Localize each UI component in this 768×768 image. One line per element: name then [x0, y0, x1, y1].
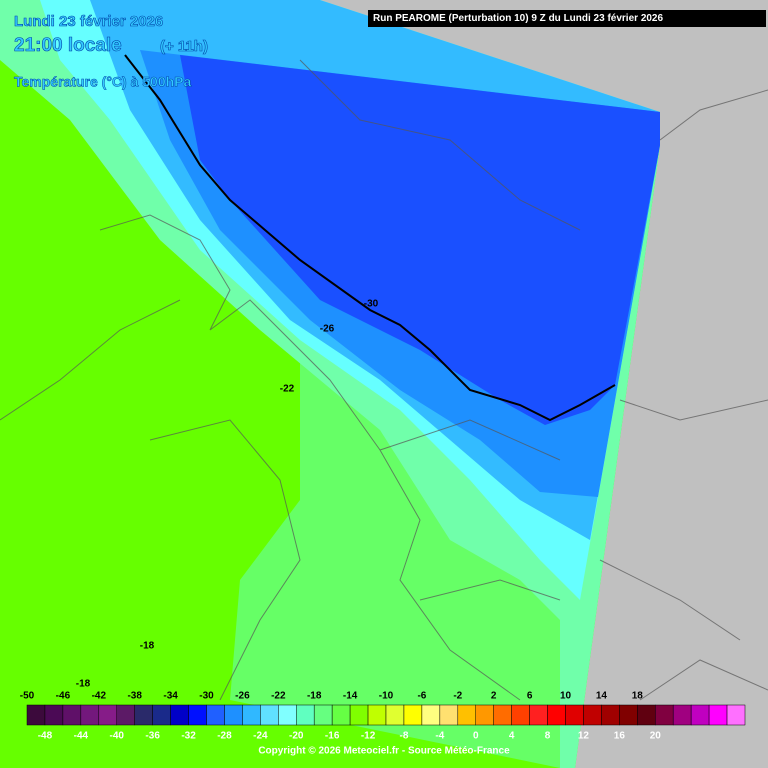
legend-label: -16 [325, 731, 340, 742]
color-swatch [134, 704, 153, 726]
legend-label: 12 [578, 731, 590, 742]
color-swatch [583, 704, 602, 726]
legend-label: -26 [235, 691, 250, 702]
legend-label: -12 [361, 731, 376, 742]
contour-label: -18 [76, 679, 91, 690]
run-info: Run PEAROME (Perturbation 10) 9 Z du Lun… [373, 13, 663, 24]
legend-label: -36 [145, 731, 160, 742]
legend-label: -30 [199, 691, 214, 702]
color-swatch [511, 704, 530, 726]
color-swatch [421, 704, 441, 726]
map-borders [0, 59, 768, 701]
color-swatch [493, 704, 512, 726]
legend-label: 0 [473, 731, 479, 742]
legend-label: -46 [56, 691, 71, 702]
color-swatch [367, 704, 387, 726]
contour-label: -22 [280, 384, 295, 395]
color-swatch [80, 704, 100, 726]
variable: Température (°C) à 500hPa [14, 74, 192, 90]
legend-label: -32 [181, 731, 196, 742]
legend-label: -4 [435, 731, 444, 742]
legend-label: -6 [417, 691, 426, 702]
legend-label: -8 [399, 731, 408, 742]
legend-label: 18 [632, 691, 644, 702]
color-swatch [313, 704, 333, 726]
legend-label: -22 [271, 691, 286, 702]
color-swatch [690, 704, 710, 726]
color-swatch [260, 704, 279, 726]
lead-time: (+ 11h) [160, 38, 208, 55]
legend-label: -40 [110, 731, 125, 742]
color-swatch [278, 704, 297, 726]
legend-label: -2 [453, 691, 462, 702]
color-swatch [439, 704, 459, 726]
color-swatch [26, 704, 46, 726]
legend-label: 14 [596, 691, 608, 702]
legend-label: 2 [491, 691, 497, 702]
color-swatch [206, 704, 225, 726]
color-swatch [152, 704, 171, 726]
legend-label: -28 [217, 731, 232, 742]
legend-label: -38 [127, 691, 142, 702]
color-swatch [349, 704, 369, 726]
legend-label: -20 [289, 731, 304, 742]
color-swatch [619, 704, 638, 726]
legend-label: -18 [307, 691, 322, 702]
color-swatch [170, 704, 189, 726]
color-swatch [655, 704, 674, 726]
legend-label: -48 [38, 731, 53, 742]
color-swatch [565, 704, 584, 726]
color-swatch [457, 704, 476, 726]
color-swatch [547, 704, 566, 726]
color-swatch [529, 704, 548, 726]
legend-label: -10 [379, 691, 394, 702]
contour-line [124, 54, 616, 422]
color-swatch [224, 704, 243, 726]
color-swatch [331, 704, 351, 726]
time: 21:00 locale [14, 35, 122, 56]
color-swatch [62, 704, 82, 726]
legend-label: 10 [560, 691, 572, 702]
field-blue [180, 55, 660, 425]
color-swatch [601, 704, 620, 726]
color-swatch [116, 704, 135, 726]
color-swatch [188, 704, 207, 726]
color-swatch [98, 704, 118, 726]
color-swatch [637, 704, 656, 726]
color-swatch [242, 704, 261, 726]
color-swatch [672, 704, 692, 726]
contour-label: -30 [364, 299, 379, 310]
color-swatch [475, 704, 494, 726]
run-banner [368, 10, 766, 27]
contour-label: -26 [320, 324, 335, 335]
legend-label: -44 [74, 731, 89, 742]
legend-label: -34 [163, 691, 178, 702]
color-swatch [44, 704, 64, 726]
color-swatch [726, 704, 746, 726]
color-swatch [385, 704, 405, 726]
contour-label: -18 [140, 641, 155, 652]
date: Lundi 23 février 2026 [14, 13, 163, 30]
color-swatch [296, 704, 315, 726]
color-swatch [708, 704, 728, 726]
legend-label: 16 [614, 731, 626, 742]
legend-label: 6 [527, 691, 533, 702]
legend-label: -50 [20, 691, 35, 702]
legend-label: 8 [545, 731, 551, 742]
legend-label: -42 [92, 691, 107, 702]
color-swatch [403, 704, 423, 726]
legend-label: 4 [509, 731, 515, 742]
legend-label: -24 [253, 731, 268, 742]
copyright: Copyright © 2026 Meteociel.fr - Source M… [258, 746, 510, 757]
legend-label: -14 [343, 691, 358, 702]
legend-label: 20 [650, 731, 662, 742]
